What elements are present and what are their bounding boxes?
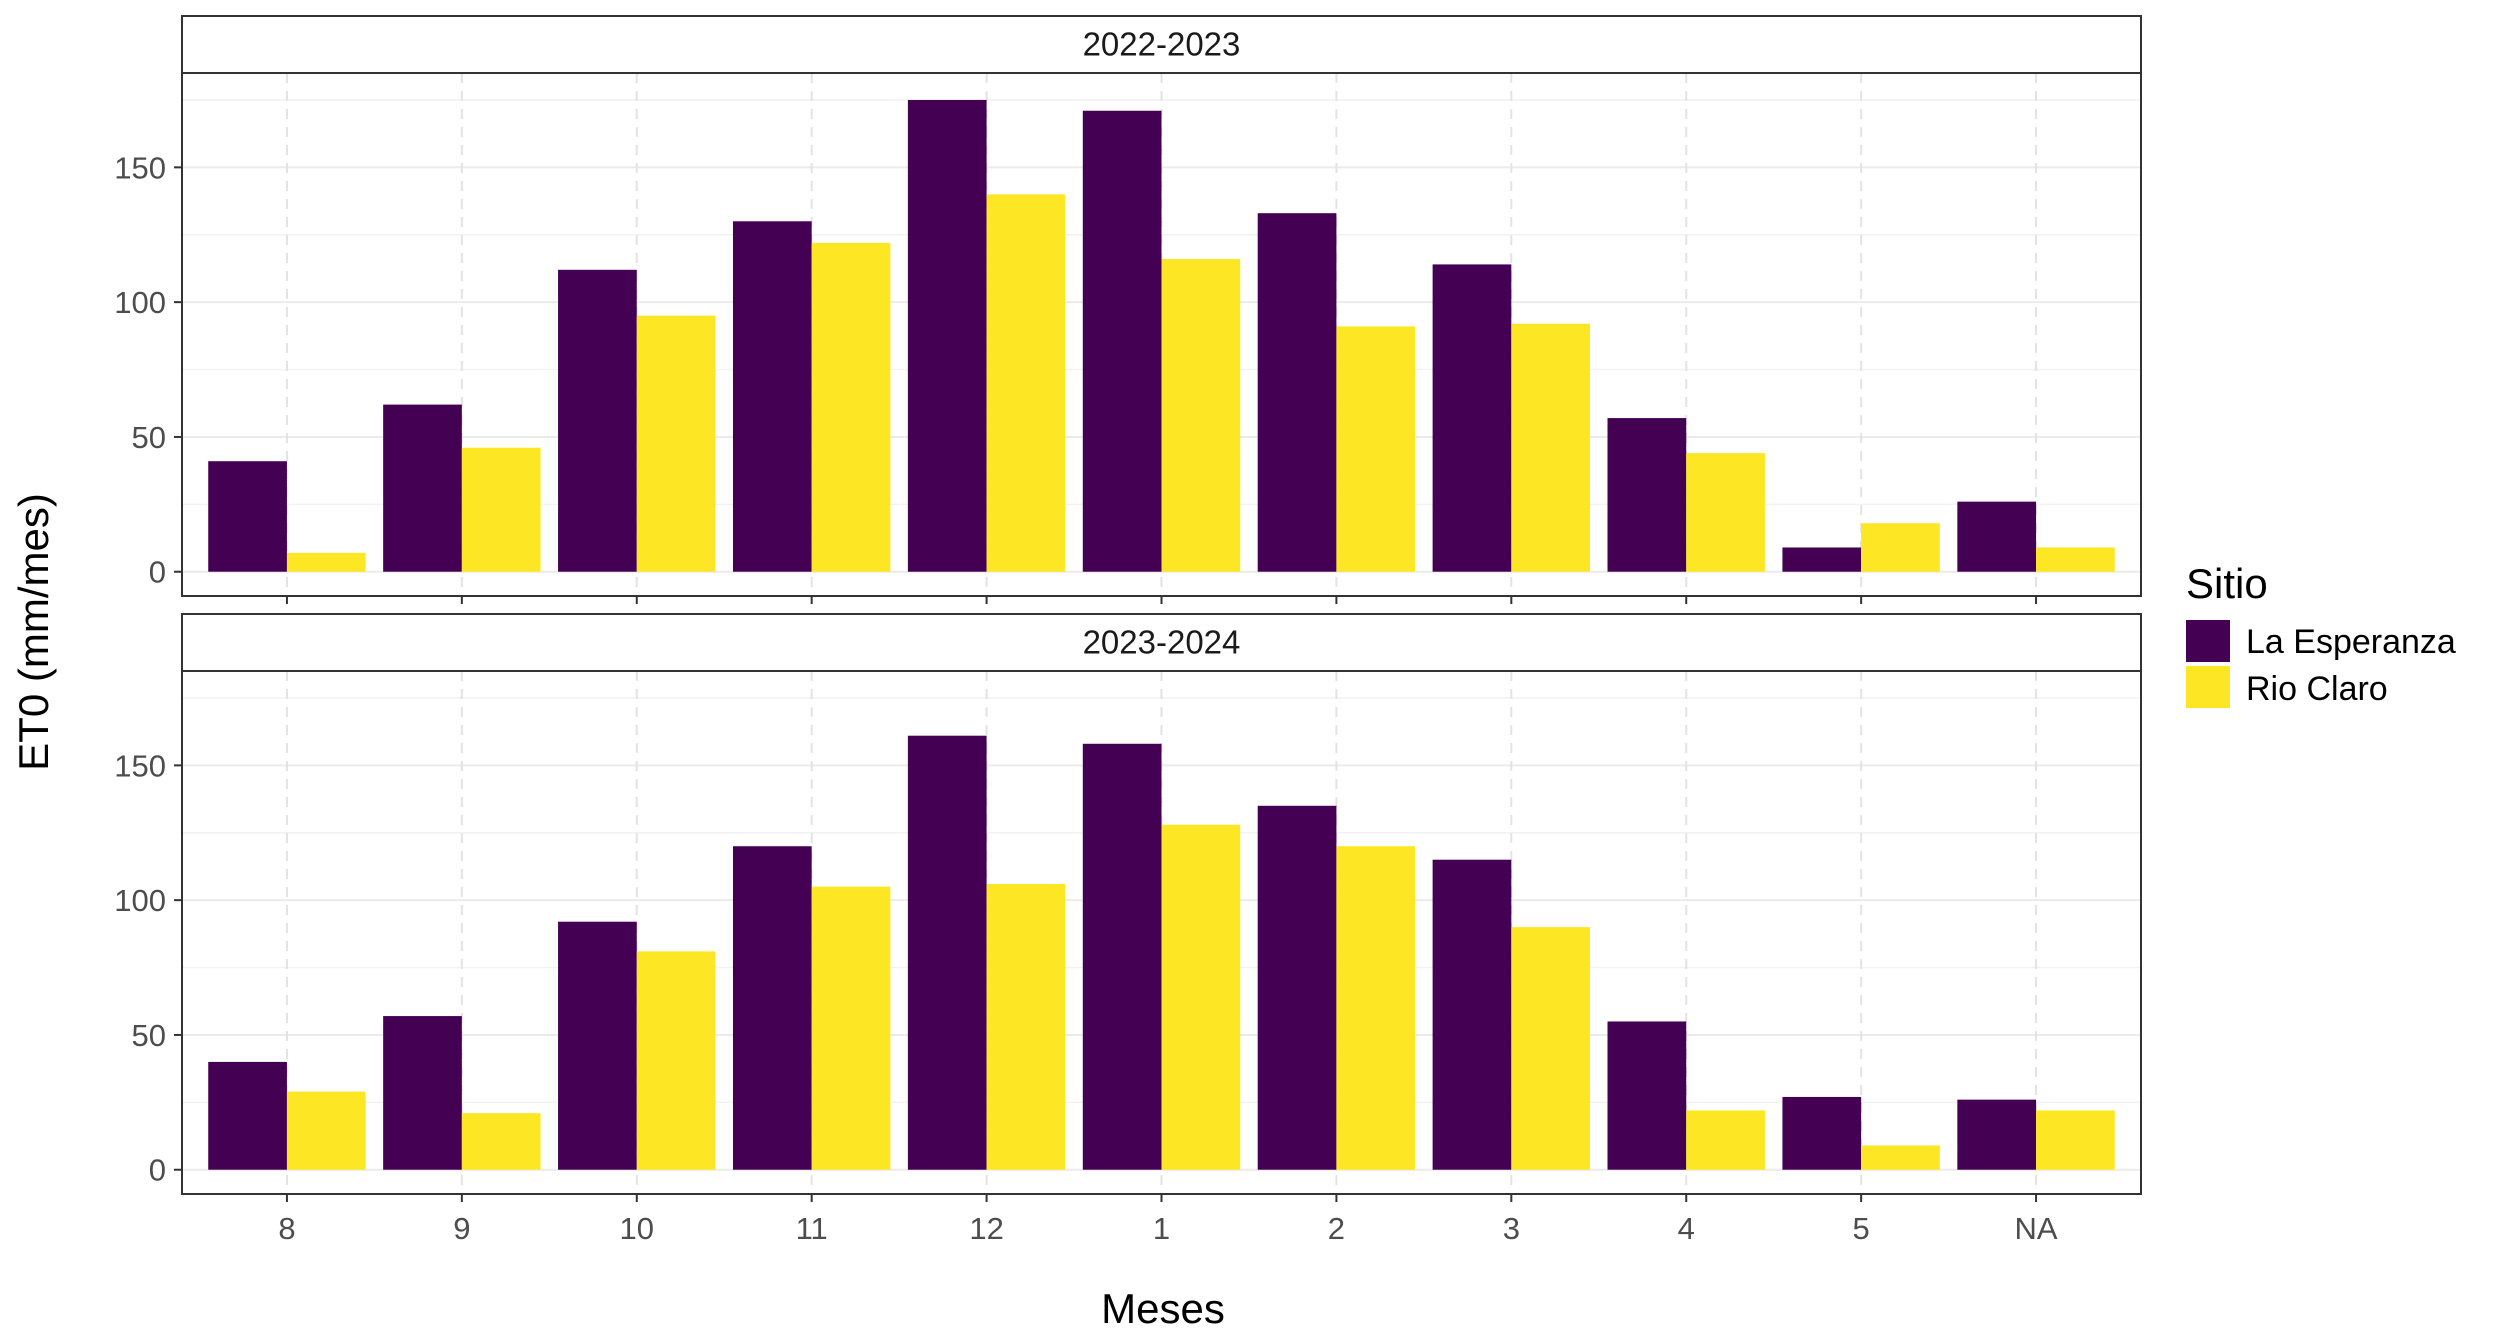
bar-rio-claro-12 bbox=[986, 883, 1066, 1170]
bar-la-esperanza-5 bbox=[1782, 547, 1862, 572]
x-axis-title: Meses bbox=[1101, 1285, 1225, 1332]
legend-label-la-esperanza: La Esperanza bbox=[2246, 623, 2456, 661]
bar-la-esperanza-3 bbox=[1432, 264, 1512, 572]
facet-strip-label: 2022-2023 bbox=[1083, 26, 1241, 63]
bar-la-esperanza-4 bbox=[1607, 1021, 1687, 1170]
panel-2023-2024: 2023-2024 0 50 100 150 bbox=[114, 613, 2142, 1202]
bar-rio-claro-9 bbox=[461, 447, 541, 572]
bar-la-esperanza-2 bbox=[1257, 805, 1337, 1170]
panels-layer: 2022-2023 0 50 100 150 2023-2024 0 50 100 150 bbox=[114, 15, 2142, 1202]
bar-la-esperanza-11 bbox=[732, 221, 812, 572]
bar-la-esperanza-8 bbox=[208, 461, 287, 572]
legend-title: Sitio bbox=[2186, 560, 2268, 607]
bar-rio-claro-8 bbox=[286, 552, 366, 572]
bar-la-esperanza-10 bbox=[558, 921, 637, 1170]
bar-rio-claro-10 bbox=[636, 951, 716, 1170]
legend-key-la-esperanza bbox=[2186, 620, 2230, 662]
bar-rio-claro-8 bbox=[286, 1091, 366, 1170]
y-tick-label: 150 bbox=[114, 748, 166, 783]
facet-strip bbox=[181, 15, 2142, 74]
legend-item-la-esperanza: La Esperanza bbox=[2186, 620, 2456, 662]
bar-la-esperanza-5 bbox=[1782, 1096, 1862, 1170]
bar-la-esperanza-NA bbox=[1957, 1099, 2037, 1170]
bar-rio-claro-3 bbox=[1511, 927, 1591, 1170]
bar-la-esperanza-8 bbox=[208, 1061, 287, 1170]
y-tick-label: 50 bbox=[132, 1018, 166, 1053]
panel-2022-2023: 2022-2023 0 50 100 150 bbox=[114, 15, 2142, 604]
x-tick-label: 5 bbox=[1853, 1211, 1870, 1246]
bar-rio-claro-NA bbox=[2036, 1110, 2115, 1170]
bar-rio-claro-10 bbox=[636, 315, 716, 572]
bar-rio-claro-4 bbox=[1686, 1110, 1765, 1170]
bar-la-esperanza-4 bbox=[1607, 418, 1687, 572]
bar-rio-claro-11 bbox=[811, 886, 891, 1170]
legend-item-rio-claro: Rio Claro bbox=[2186, 666, 2388, 708]
x-tick-label: NA bbox=[2015, 1211, 2058, 1246]
bar-la-esperanza-NA bbox=[1957, 501, 2037, 572]
legend: Sitio La Esperanza Rio Claro bbox=[2186, 560, 2456, 708]
bar-rio-claro-5 bbox=[1861, 523, 1940, 572]
x-tick-label: 9 bbox=[453, 1211, 470, 1246]
x-tick-label: 3 bbox=[1503, 1211, 1520, 1246]
bar-rio-claro-1 bbox=[1161, 259, 1241, 572]
bar-la-esperanza-2 bbox=[1257, 213, 1337, 572]
bar-la-esperanza-12 bbox=[907, 735, 987, 1170]
bar-la-esperanza-1 bbox=[1082, 743, 1162, 1170]
y-tick-label: 50 bbox=[132, 420, 166, 455]
y-tick-label: 0 bbox=[149, 1153, 166, 1188]
y-axis-title: ET0 (mm/mes) bbox=[10, 493, 57, 771]
bar-rio-claro-NA bbox=[2036, 547, 2115, 572]
bar-rio-claro-9 bbox=[461, 1113, 541, 1170]
x-tick-label: 11 bbox=[796, 1211, 828, 1246]
bar-rio-claro-11 bbox=[811, 242, 891, 572]
bar-la-esperanza-1 bbox=[1082, 110, 1162, 572]
facet-strip-label: 2023-2024 bbox=[1083, 624, 1241, 661]
bar-rio-claro-4 bbox=[1686, 453, 1765, 572]
bar-la-esperanza-11 bbox=[732, 846, 812, 1170]
y-tick-label: 0 bbox=[149, 555, 166, 590]
y-tick-label: 100 bbox=[114, 883, 166, 918]
x-axis: 8 9 10 11 12 1 2 3 4 5 NA bbox=[278, 1211, 2058, 1246]
bar-rio-claro-2 bbox=[1336, 846, 1416, 1170]
facet-strip bbox=[181, 613, 2142, 672]
y-tick-label: 100 bbox=[114, 285, 166, 320]
bar-rio-claro-12 bbox=[986, 194, 1066, 572]
bar-rio-claro-1 bbox=[1161, 824, 1241, 1170]
x-tick-label: 8 bbox=[278, 1211, 295, 1246]
bar-rio-claro-5 bbox=[1861, 1145, 1940, 1170]
bar-la-esperanza-3 bbox=[1432, 859, 1512, 1170]
bar-rio-claro-3 bbox=[1511, 323, 1591, 572]
x-tick-label: 2 bbox=[1328, 1211, 1345, 1246]
bar-rio-claro-2 bbox=[1336, 326, 1416, 572]
bar-la-esperanza-9 bbox=[383, 404, 462, 572]
y-tick-label: 150 bbox=[114, 150, 166, 185]
x-tick-label: 12 bbox=[969, 1211, 1003, 1246]
x-tick-label: 10 bbox=[620, 1211, 654, 1246]
x-tick-label: 1 bbox=[1153, 1211, 1170, 1246]
bar-la-esperanza-10 bbox=[558, 269, 637, 572]
x-tick-label: 4 bbox=[1678, 1211, 1695, 1246]
bar-la-esperanza-12 bbox=[907, 99, 987, 572]
legend-key-rio-claro bbox=[2186, 666, 2230, 708]
bar-la-esperanza-9 bbox=[383, 1016, 462, 1170]
legend-label-rio-claro: Rio Claro bbox=[2246, 670, 2388, 708]
